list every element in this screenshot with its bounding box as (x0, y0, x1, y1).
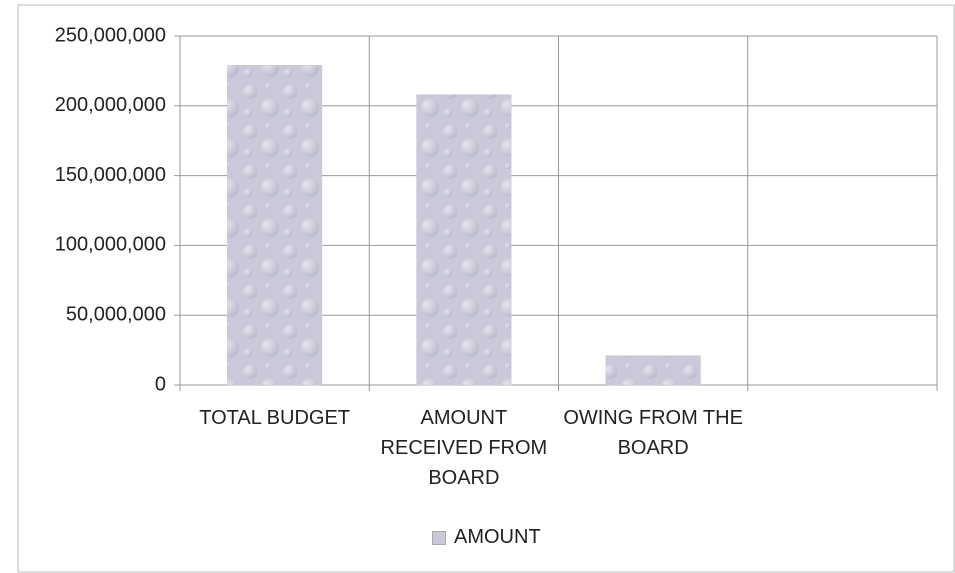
x-tick-label: TOTAL BUDGET (199, 407, 350, 429)
bar (416, 94, 512, 386)
legend-label: AMOUNT (454, 526, 541, 548)
legend-item: AMOUNT (432, 526, 541, 549)
x-tick-label: OWING FROM THE BOARD (563, 407, 743, 459)
y-tick-label: 100,000,000 (55, 234, 166, 256)
y-tick-label: 250,000,000 (55, 24, 166, 46)
x-tick-label: AMOUNT RECEIVED FROM BOARD (380, 407, 548, 489)
frame (17, 4, 955, 573)
y-tick-label: 150,000,000 (55, 164, 166, 186)
y-tick-label: 0 (155, 373, 166, 395)
bar (227, 65, 323, 386)
y-tick-label: 50,000,000 (66, 303, 166, 325)
bar (605, 355, 701, 386)
y-tick-label: 200,000,000 (55, 94, 166, 116)
legend-swatch (432, 530, 446, 545)
